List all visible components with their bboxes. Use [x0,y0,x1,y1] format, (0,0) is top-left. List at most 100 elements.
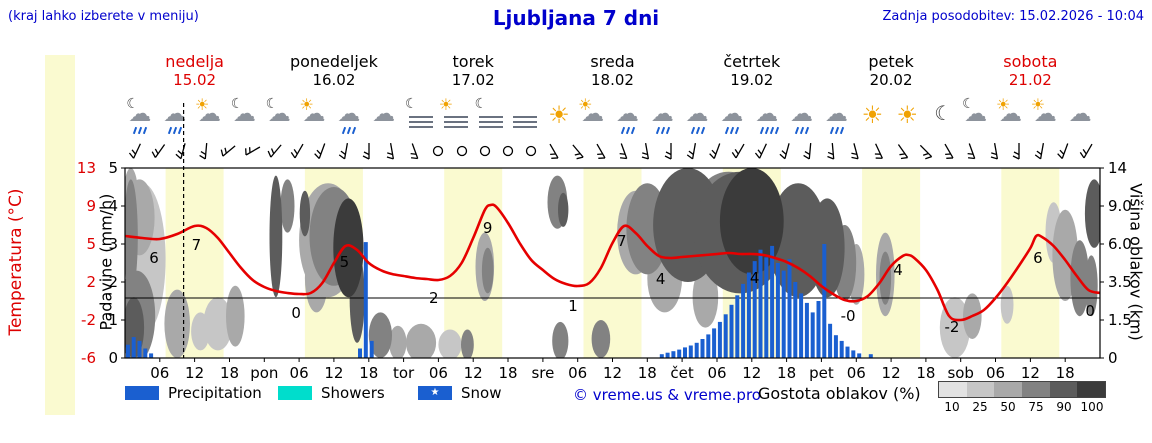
cloud-density-scale-bar [938,381,1106,398]
sun-icon: ☀ [548,101,570,129]
gray-scale-value: 100 [1080,400,1104,414]
fog-icon [408,113,433,131]
x-axis-tick-label: 06 [847,364,866,382]
gray-scale-segment [1077,382,1106,397]
cloud-icon: ☁ [824,101,848,127]
x-axis-tick-label: 18 [220,364,239,382]
cloud-icon: ☁ [964,101,988,127]
cloud-icon: ☁ [581,101,605,127]
menu-hint-note: (kraj lahko izberete v meniju) [8,9,199,24]
cloud-density-legend-title: Gostota oblakov (%) [758,384,921,403]
temperature-value-label: -2 [945,318,960,336]
x-axis-tick-label: sre [531,364,554,382]
cloud-icon: ☁ [198,101,222,127]
fog-icon [443,113,468,131]
weather-icon-moon-cloud: ☾ ☁ [265,97,299,138]
gray-scale-value: 75 [1028,400,1044,414]
wind-barb-icon [986,141,1006,161]
gray-scale-segment [1022,382,1050,397]
wind-barb-icon [289,141,309,161]
day-name: četrtek [723,52,781,71]
temperature-value-label: 6 [1033,249,1043,267]
cloud-density-scale: 10 25 50 75 90 100 [938,381,1106,414]
weather-icon-sun: ☀ [857,100,891,138]
wind-barb-icon [196,141,216,161]
wind-barb-icon [800,141,820,161]
x-axis-tick-label: pet [809,364,834,382]
wind-barb-icon [916,141,936,161]
x-axis-tick-label: 18 [1056,364,1075,382]
temperature-value-label: 9 [483,219,493,237]
wind-barb-icon [614,141,634,161]
legend-precipitation: Precipitation [125,384,262,402]
cloud-height-axis-tick: 9.0 [1108,197,1132,215]
wind-barb-icon [150,141,170,161]
weather-icon-moon: ☾ [926,100,960,138]
day-date: 15.02 [173,71,217,89]
gray-scale-segment [939,382,967,397]
x-axis-tick-label: 18 [916,364,935,382]
weather-icon-sun: ☀ [891,100,925,138]
x-axis-tick-label: 12 [464,364,483,382]
cloud-icon: ☁ [615,101,639,127]
gray-scale-value: 90 [1056,400,1072,414]
day-date: 19.02 [730,71,774,89]
cloud-height-axis-tick: 1.5 [1108,311,1132,329]
wind-barb-icon [591,141,611,161]
gray-scale-segment [1049,382,1078,397]
left-yellow-strip [45,55,75,415]
wind-barb-icon [869,141,889,161]
precip-axis-tick: 4 [108,197,118,215]
day-header-torek: torek 17.02 [403,52,543,89]
weather-icon-sun-cloud: ☀ ☁ [300,97,334,138]
weather-icon-moon-fog: ☾ [474,96,508,138]
moon-icon: ☾ [404,96,418,112]
temp-axis-tick: 2 [86,273,96,291]
weather-icon-fog-sun: ☀ [439,97,473,138]
weather-icon-moon-cloud: ☾ ☁ [230,97,264,138]
last-update-note: Zadnja posodobitev: 15.02.2026 - 10:04 [882,9,1144,24]
wind-barb-icon [661,141,681,161]
wind-barb-icon [1055,141,1075,161]
copyright-link[interactable]: © vreme.us & vreme.pro [573,386,761,404]
cloud-icon: ☁ [790,101,814,127]
temperature-value-label: 7 [192,236,202,254]
sun-icon: ☀ [995,95,1011,114]
cloud-icon: ☁ [755,101,779,127]
legend-precipitation-label: Precipitation [168,384,262,402]
wind-barb-icon [893,141,913,161]
weather-icon-cloud-rain: ☁ [334,100,368,138]
wind-barb-icon [405,141,425,161]
day-date: 16.02 [312,71,356,89]
weather-icon-cloud-rain: ☁ [717,100,751,138]
cloud-icon: ☁ [232,101,256,127]
precip-axis-tick: 3 [108,235,118,253]
x-axis-tick-label: 18 [638,364,657,382]
x-axis-tick-label: čet [670,364,693,382]
cloud-icon: ☁ [337,101,361,127]
moon-icon: ☾ [934,101,953,125]
sun-icon: ☀ [896,101,918,129]
fog-icon [513,113,538,131]
wind-barb-icon [1009,141,1029,161]
x-axis-tick-label: 06 [290,364,309,382]
daylight-band [1001,168,1060,358]
temperature-value-label: 2 [429,289,439,307]
cloud-density-scale-labels: 10 25 50 75 90 100 [938,400,1106,414]
gray-scale-segment [994,382,1023,397]
day-header-nedelja: nedelja 15.02 [125,52,265,89]
weather-icon-cloud-rain: ☁ [787,100,821,138]
x-axis-tick-label: 12 [742,364,761,382]
weather-icon-cloud-rain: ☁ [613,100,647,138]
wind-barb-icon [382,141,402,161]
cloud-height-axis-tick: 0 [1108,349,1118,367]
wind-barb-icon [707,141,727,161]
cloud-icon: ☁ [267,101,291,127]
moon-icon: ☾ [474,96,488,112]
x-axis-tick-label: 12 [185,364,204,382]
weather-icon-moon-fog: ☾ [404,96,438,138]
wind-barb-icon [243,141,263,161]
temp-axis-tick: 5 [86,235,96,253]
wind-calm-icon [452,141,472,161]
